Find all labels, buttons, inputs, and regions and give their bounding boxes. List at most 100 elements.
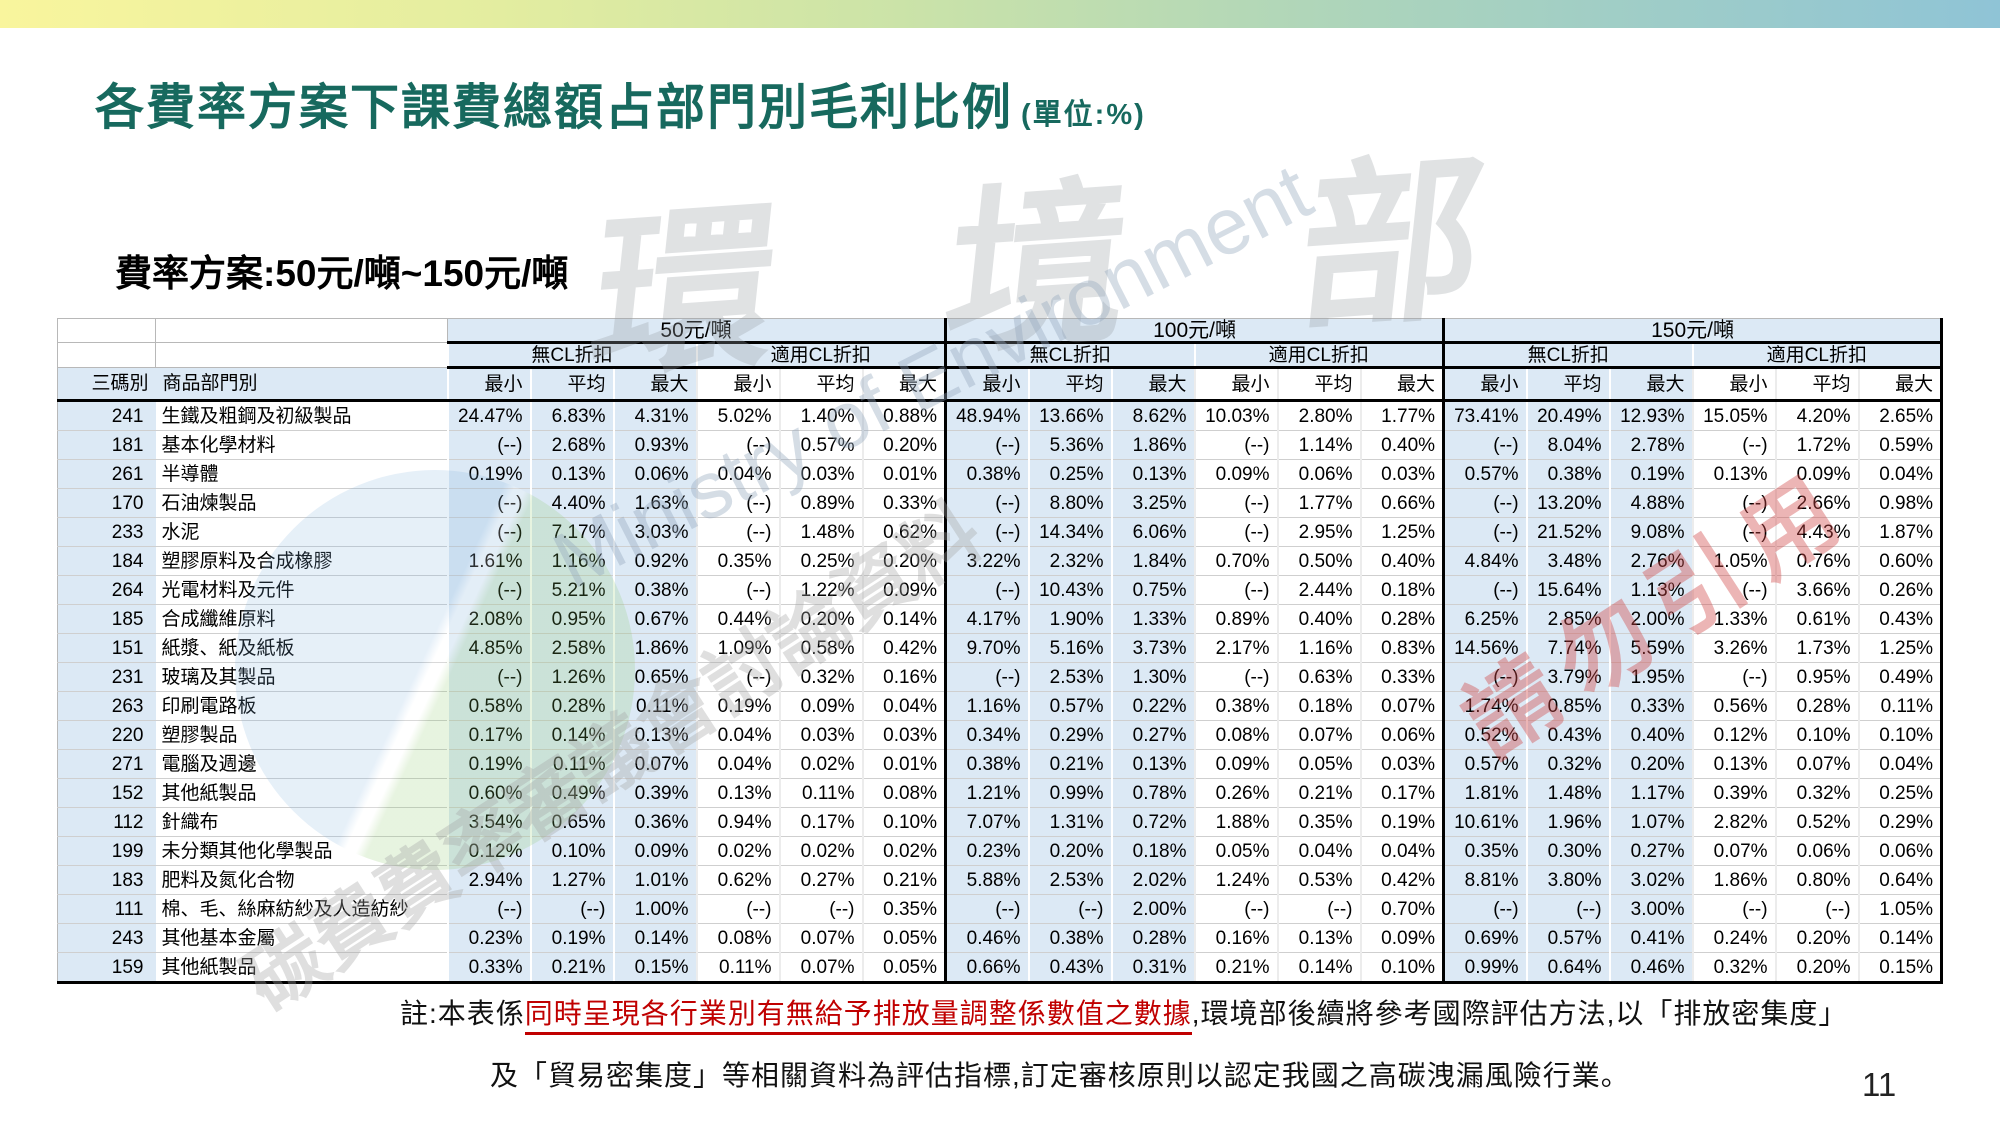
value-cell: 1.07% bbox=[1608, 807, 1693, 837]
value-cell: 10.03% bbox=[1193, 400, 1278, 431]
value-cell: 2.82% bbox=[1691, 807, 1776, 837]
value-cell: 0.67% bbox=[612, 604, 697, 634]
value-cell: 0.06% bbox=[1276, 459, 1361, 489]
value-cell: 1.77% bbox=[1276, 488, 1361, 518]
value-cell: 0.33% bbox=[1608, 691, 1693, 721]
blank-cell bbox=[57, 318, 156, 343]
value-cell: 2.53% bbox=[1027, 662, 1112, 692]
value-cell: 21.52% bbox=[1525, 517, 1610, 547]
value-cell: 4.40% bbox=[529, 488, 614, 518]
value-cell: 0.28% bbox=[529, 691, 614, 721]
table-row: 185 合成纖維原料 2.08% 0.95% 0.67% 0.44% 0.20% 0.14% 4… bbox=[57, 604, 1942, 634]
name-cell: 玻璃及其製品 bbox=[155, 662, 448, 692]
value-cell: 0.38% bbox=[1525, 459, 1610, 489]
name-cell: 基本化學材料 bbox=[155, 430, 448, 460]
title-unit: (單位:%) bbox=[1021, 99, 1146, 131]
table-row: 231 玻璃及其製品 (--) 1.26% 0.65% (--) 0.32% 0.16% (--… bbox=[57, 662, 1942, 692]
value-cell: 0.16% bbox=[861, 662, 946, 692]
code-column-header: 三碼別 bbox=[57, 367, 156, 402]
value-cell: 0.26% bbox=[1193, 778, 1278, 808]
value-cell: 0.19% bbox=[446, 459, 531, 489]
footnote: 註:本表係同時呈現各行業別有無給予排放量調整係數值之數據,環境部後續將參考國際評… bbox=[400, 992, 1847, 1094]
name-cell: 合成纖維原料 bbox=[155, 604, 448, 634]
value-cell: 0.95% bbox=[529, 604, 614, 634]
value-cell: 8.62% bbox=[1110, 400, 1195, 431]
value-cell: 0.07% bbox=[778, 923, 863, 953]
value-cell: 0.07% bbox=[778, 952, 863, 984]
value-cell: 0.32% bbox=[1525, 749, 1610, 779]
value-cell: 0.05% bbox=[861, 952, 946, 984]
value-cell: 2.44% bbox=[1276, 575, 1361, 605]
value-cell: (--) bbox=[446, 488, 531, 518]
code-cell: 241 bbox=[57, 400, 156, 431]
value-cell: 8.04% bbox=[1525, 430, 1610, 460]
value-cell: (--) bbox=[1442, 575, 1527, 605]
code-cell: 261 bbox=[57, 459, 156, 489]
table-row: 241 生鐵及粗鋼及初級製品 24.47% 6.83% 4.31% 5.02% 1.40% 0… bbox=[57, 400, 1942, 431]
value-cell: (--) bbox=[446, 662, 531, 692]
value-cell: 0.28% bbox=[1110, 923, 1195, 953]
value-cell: 0.01% bbox=[861, 459, 946, 489]
value-cell: (--) bbox=[695, 662, 780, 692]
name-cell: 棉、毛、絲麻紡紗及人造紡紗 bbox=[155, 894, 448, 924]
value-cell: 15.64% bbox=[1525, 575, 1610, 605]
value-cell: 0.30% bbox=[1525, 836, 1610, 866]
with-cl-header: 適用CL折扣 bbox=[1193, 342, 1444, 369]
table-row: 233 水泥 (--) 7.17% 3.03% (--) 1.48% 0.62% (--) 14.… bbox=[57, 517, 1942, 547]
footnote-line2: 及「貿易密集度」等相關資料為評估指標,訂定審核原則以認定我國之高碳洩漏風險行業。 bbox=[490, 1060, 1630, 1091]
value-cell: 2.95% bbox=[1276, 517, 1361, 547]
value-cell: (--) bbox=[1442, 430, 1527, 460]
value-cell: (--) bbox=[695, 430, 780, 460]
value-cell: 0.64% bbox=[1857, 865, 1942, 895]
footnote-highlight: 同時呈現各行業別有無給予排放量調整係數值之數據 bbox=[524, 998, 1192, 1035]
value-cell: 0.75% bbox=[1110, 575, 1195, 605]
value-cell: 0.35% bbox=[695, 546, 780, 576]
value-cell: 0.40% bbox=[1276, 604, 1361, 634]
code-cell: 231 bbox=[57, 662, 156, 692]
value-cell: 0.39% bbox=[1691, 778, 1776, 808]
value-cell: 0.20% bbox=[1774, 952, 1859, 984]
value-cell: 1.33% bbox=[1110, 604, 1195, 634]
value-cell: 0.09% bbox=[1193, 459, 1278, 489]
page-number: 11 bbox=[1862, 1066, 1897, 1103]
value-cell: 0.20% bbox=[1027, 836, 1112, 866]
value-cell: 0.11% bbox=[529, 749, 614, 779]
value-cell: 1.24% bbox=[1193, 865, 1278, 895]
value-cell: 0.29% bbox=[1857, 807, 1942, 837]
value-cell: 1.25% bbox=[1359, 517, 1444, 547]
value-cell: 0.21% bbox=[1193, 952, 1278, 984]
value-cell: (--) bbox=[695, 488, 780, 518]
value-cell: 0.94% bbox=[695, 807, 780, 837]
code-cell: 184 bbox=[57, 546, 156, 576]
value-cell: 8.81% bbox=[1442, 865, 1527, 895]
value-cell: 1.86% bbox=[612, 633, 697, 663]
value-cell: (--) bbox=[1193, 517, 1278, 547]
value-cell: 0.11% bbox=[1857, 691, 1942, 721]
value-cell: 0.50% bbox=[1276, 546, 1361, 576]
value-cell: 0.06% bbox=[1857, 836, 1942, 866]
value-cell: 0.33% bbox=[1359, 662, 1444, 692]
value-cell: 0.52% bbox=[1442, 720, 1527, 750]
stat-column-header: 平均 bbox=[1525, 367, 1610, 402]
value-cell: 0.13% bbox=[529, 459, 614, 489]
value-cell: 0.58% bbox=[778, 633, 863, 663]
value-cell: 2.68% bbox=[529, 430, 614, 460]
code-cell: 220 bbox=[57, 720, 156, 750]
value-cell: 3.54% bbox=[446, 807, 531, 837]
value-cell: 2.02% bbox=[1110, 865, 1195, 895]
stat-column-header: 最大 bbox=[1359, 367, 1444, 402]
value-cell: 0.04% bbox=[695, 720, 780, 750]
stat-column-header: 最小 bbox=[1442, 367, 1527, 402]
value-cell: 2.53% bbox=[1027, 865, 1112, 895]
table-row: 151 紙漿、紙及紙板 4.85% 2.58% 1.86% 1.09% 0.58% 0.42%… bbox=[57, 633, 1942, 663]
value-cell: 0.88% bbox=[861, 400, 946, 431]
value-cell: 0.07% bbox=[1691, 836, 1776, 866]
value-cell: (--) bbox=[1442, 894, 1527, 924]
value-cell: 0.38% bbox=[944, 459, 1029, 489]
name-cell: 紙漿、紙及紙板 bbox=[155, 633, 448, 663]
stat-column-header: 最小 bbox=[1691, 367, 1776, 402]
value-cell: 0.65% bbox=[612, 662, 697, 692]
value-cell: 0.17% bbox=[778, 807, 863, 837]
name-cell: 肥料及氮化合物 bbox=[155, 865, 448, 895]
value-cell: 0.83% bbox=[1359, 633, 1444, 663]
